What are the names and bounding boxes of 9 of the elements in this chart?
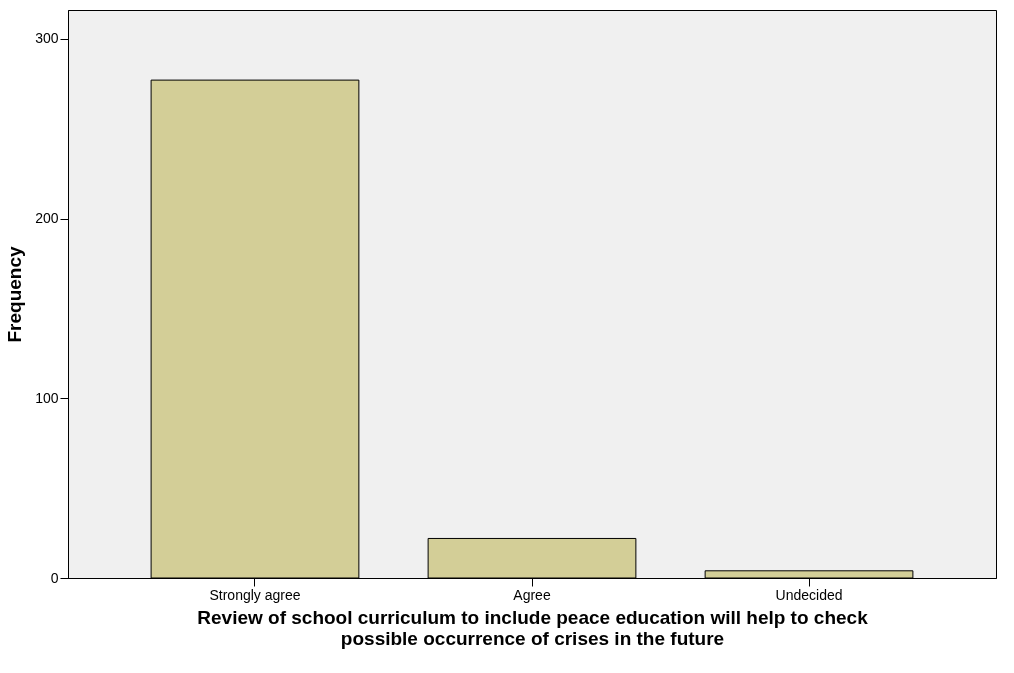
x-tick-label: Strongly agree [209,586,301,603]
y-axis-title: Frequency [4,246,26,343]
y-tick-label: 100 [35,389,59,406]
x-axis-title: Review of school curriculum to include peace education will help to check possible occurrence of crises in the future [197,606,869,649]
x-tick-label: Undecided [775,586,843,603]
y-tick-label: 0 [50,569,59,586]
y-tick-label: 300 [35,30,59,47]
x-tick-label: Agree [513,586,551,603]
y-tick-label: 200 [35,210,59,227]
